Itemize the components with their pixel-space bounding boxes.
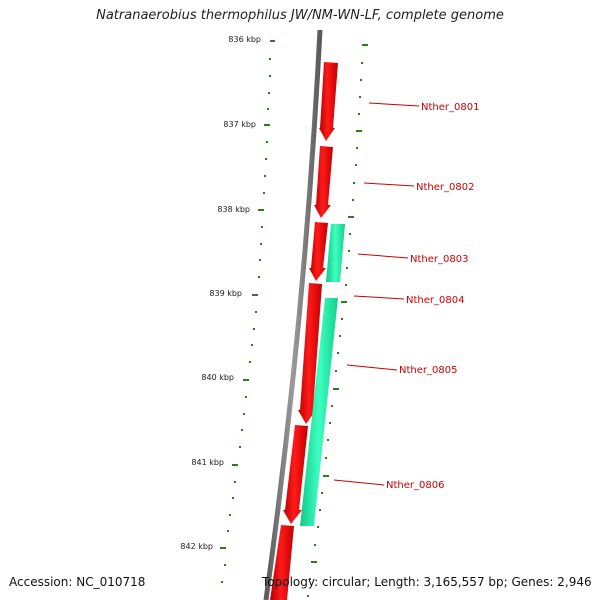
gene-arrow-nther-0805[interactable] <box>283 425 308 524</box>
kbp-label-842: 842 kbp <box>180 542 213 551</box>
kbp-label-838: 838 kbp <box>217 205 250 214</box>
ruler-ticks-outer <box>307 44 368 597</box>
gene-arrow-nther-0804[interactable] <box>298 283 322 424</box>
gene-label-nther-0802[interactable]: Nther_0802 <box>416 182 474 193</box>
genome-backbone <box>263 29 323 600</box>
map-title: Natranaerobius thermophilus JW/NM-WN-LF,… <box>96 8 504 23</box>
topology-text: Topology: circular; Length: 3,165,557 bp… <box>262 575 592 589</box>
gene-callouts <box>333 102 420 486</box>
kbp-label-836: 836 kbp <box>228 35 261 44</box>
kbp-label-837: 837 kbp <box>223 120 256 129</box>
gene-bar-nther-0803[interactable] <box>326 224 345 282</box>
kbp-label-840: 840 kbp <box>201 373 234 382</box>
gene-bar-nther-0806[interactable] <box>300 298 338 526</box>
ruler-ticks-inner <box>220 40 275 583</box>
gene-label-nther-0804[interactable]: Nther_0804 <box>406 295 464 306</box>
gene-label-nther-0803[interactable]: Nther_0803 <box>410 254 468 265</box>
gene-label-nther-0805[interactable]: Nther_0805 <box>399 365 457 376</box>
gene-label-nther-0806[interactable]: Nther_0806 <box>386 480 444 491</box>
gene-arrow-nther-0804-part1[interactable] <box>309 222 328 281</box>
kbp-label-841: 841 kbp <box>191 458 224 467</box>
gene-arrow-next[interactable] <box>270 525 294 600</box>
gene-arrow-nther-0801[interactable] <box>319 62 338 141</box>
gene-arrow-nther-0802[interactable] <box>314 146 333 218</box>
gene-label-nther-0801[interactable]: Nther_0801 <box>421 102 479 113</box>
kbp-label-839: 839 kbp <box>209 289 242 298</box>
accession-text: Accession: NC_010718 <box>9 575 146 589</box>
